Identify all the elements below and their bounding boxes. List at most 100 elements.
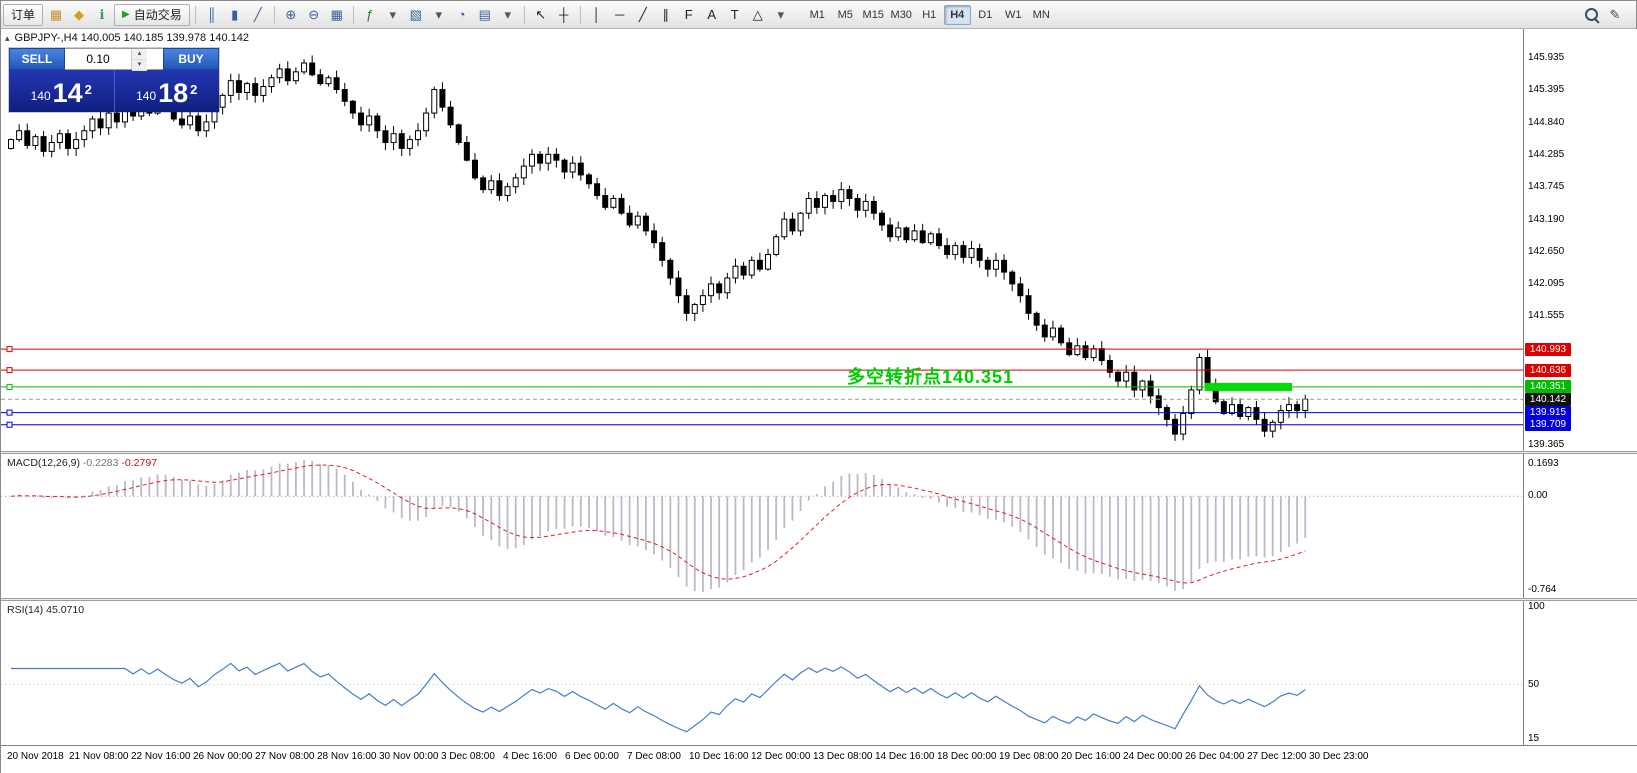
rsi-axis-100: 100 — [1528, 601, 1545, 612]
vertical-line-icon[interactable]: │ — [592, 7, 601, 22]
time-axis-label: 13 Dec 08:00 — [813, 751, 873, 762]
shapes-icon[interactable]: △ — [752, 6, 763, 22]
pane-divider-2[interactable] — [1, 598, 1637, 601]
lot-size-input[interactable] — [65, 49, 131, 69]
play-icon: ▶ — [122, 9, 130, 20]
price-chart-canvas[interactable] — [1, 29, 1523, 451]
sell-button[interactable]: SELL — [9, 48, 65, 70]
axis-price-label: 142.095 — [1528, 278, 1565, 290]
rsi-label: RSI(14) 45.0710 — [7, 604, 85, 616]
chart-area: ▴ GBPJPY-,H4 140.005 140.185 139.978 140… — [1, 29, 1637, 773]
buy-price-prefix: 140 — [136, 89, 157, 103]
sell-price-prefix: 140 — [30, 89, 51, 103]
auto-trading-label: 自动交易 — [133, 8, 182, 22]
time-axis-label: 24 Dec 00:00 — [1123, 751, 1183, 762]
zoom-out-icon[interactable]: ⊖ — [308, 6, 320, 22]
label-icon[interactable]: T — [730, 7, 739, 22]
templates-dropdown-icon[interactable]: ▾ — [504, 6, 511, 22]
new-chart-dropdown-icon[interactable]: ▾ — [435, 6, 442, 22]
fibonacci-icon[interactable]: F — [684, 7, 693, 22]
profile-icon[interactable]: ◆ — [74, 6, 85, 22]
current-price-line-badge: 140.142 — [1525, 392, 1571, 406]
templates-icon[interactable]: ▤ — [478, 6, 491, 22]
time-axis-label: 20 Dec 16:00 — [1061, 751, 1121, 762]
timeframe-m15[interactable]: M15 — [860, 5, 887, 25]
macd-axis-max: 0.1693 — [1528, 458, 1559, 469]
time-axis-label: 26 Nov 00:00 — [193, 751, 253, 762]
lot-spinner: ▴ ▾ — [131, 49, 147, 71]
channel-icon[interactable]: ∥ — [662, 6, 669, 22]
macd-label: MACD(12,26,9) -0.2283 -0.2797 — [7, 457, 158, 469]
text-icon[interactable]: A — [707, 7, 717, 22]
axis-price-label: 143.745 — [1528, 181, 1565, 192]
new-order-button[interactable]: 订单 — [3, 3, 44, 26]
indicators-icon[interactable]: ƒ — [366, 7, 374, 22]
horizontal-line-icon[interactable]: ─ — [615, 7, 625, 22]
rsi-canvas[interactable] — [1, 601, 1523, 745]
bar-chart-icon[interactable]: ║ — [207, 7, 217, 22]
timeframe-w1[interactable]: W1 — [1000, 5, 1027, 25]
time-axis[interactable]: 20 Nov 2018 21 Nov 08:00 22 Nov 16:00 26 No… — [1, 745, 1637, 773]
buy-button[interactable]: BUY — [163, 48, 219, 70]
time-axis-label: 22 Nov 16:00 — [131, 751, 191, 762]
info-icon[interactable]: ℹ — [99, 6, 105, 22]
cycles-icon[interactable]: ◔ — [457, 7, 466, 22]
crosshair-icon[interactable]: ┼ — [559, 7, 569, 22]
pencil-icon[interactable]: ✎ — [1609, 6, 1621, 22]
tile-windows-icon[interactable]: ▦ — [330, 6, 343, 22]
time-axis-label: 28 Nov 16:00 — [317, 751, 377, 762]
timeframe-m1[interactable]: M1 — [804, 5, 831, 25]
collapse-panel-icon[interactable]: ▴ — [5, 32, 10, 43]
lot-decrease-button[interactable]: ▾ — [132, 60, 147, 71]
search-icon[interactable] — [1580, 4, 1602, 26]
resistance-line-1-badge: 140.993 — [1525, 342, 1571, 356]
candlestick-chart-icon[interactable]: ▮ — [231, 6, 239, 22]
shapes-dropdown-icon[interactable]: ▾ — [777, 6, 784, 22]
timeframe-mn[interactable]: MN — [1028, 5, 1055, 25]
time-axis-label: 20 Nov 2018 — [7, 751, 64, 762]
time-axis-label: 6 Dec 00:00 — [565, 751, 619, 762]
lot-size-control: ▴ ▾ — [65, 48, 163, 71]
cursor-icon[interactable]: ↖ — [535, 6, 547, 22]
support-line-1-badge: 139.915 — [1525, 406, 1571, 420]
lot-increase-button[interactable]: ▴ — [132, 49, 147, 60]
main-toolbar: 订单 ▦ ◆ ℹ ▶ 自动交易 ║ ▮ ╱ ⊕ ⊖ ▦ ƒ ▾ ▧ ▾ ◔ ▤ ▾ ↖ ┼ │ ─ ╱ ∥ F A T △ ▾ M1 M5… — [1, 1, 1636, 29]
charts-window-icon[interactable]: ▦ — [49, 6, 63, 22]
new-chart-icon[interactable]: ▧ — [409, 6, 422, 22]
time-axis-label: 19 Dec 08:00 — [999, 751, 1059, 762]
indicators-dropdown-icon[interactable]: ▾ — [389, 6, 396, 22]
toolbar-separator — [352, 5, 354, 24]
time-axis-label: 14 Dec 16:00 — [875, 751, 935, 762]
timeframe-toolbar: M1 M5 M15 M30 H1 H4 D1 W1 MN — [804, 4, 1055, 25]
pane-divider[interactable] — [1, 451, 1637, 454]
timeframe-h1[interactable]: H1 — [916, 5, 943, 25]
axis-price-label: 142.650 — [1528, 245, 1565, 257]
axis-price-label: 144.840 — [1528, 116, 1565, 128]
trendline-icon[interactable]: ╱ — [638, 6, 647, 22]
axis-price-label: 145.935 — [1528, 52, 1565, 63]
macd-canvas[interactable] — [1, 454, 1523, 598]
timeframe-d1[interactable]: D1 — [972, 5, 999, 25]
timeframe-h4[interactable]: H4 — [943, 4, 971, 25]
toolbar-right-group: ✎ — [1580, 4, 1634, 26]
time-axis-label: 10 Dec 16:00 — [689, 751, 749, 762]
price-axis[interactable]: 145.935 145.395 144.840 144.285 143.745 143.1… — [1523, 29, 1637, 745]
axis-price-label: 143.190 — [1528, 213, 1565, 225]
buy-price[interactable]: 140 18 2 — [113, 70, 220, 112]
sell-price[interactable]: 140 14 2 — [9, 70, 114, 112]
timeframe-m5[interactable]: M5 — [832, 5, 859, 25]
axis-price-label: 144.285 — [1528, 149, 1565, 161]
pivot-annotation-text: 多空转折点140.351 — [847, 367, 1015, 387]
line-chart-icon[interactable]: ╱ — [253, 6, 262, 22]
toolbar-separator — [194, 5, 196, 24]
zoom-in-icon[interactable]: ⊕ — [285, 6, 297, 22]
trade-panel-controls: SELL ▴ ▾ BUY — [9, 48, 219, 71]
rsi-axis-15: 15 — [1528, 733, 1540, 744]
time-axis-label: 12 Dec 00:00 — [751, 751, 811, 762]
auto-trading-button[interactable]: ▶ 自动交易 — [114, 3, 190, 26]
toolbar-separator — [523, 5, 525, 24]
toolbar-icon-group: ▦ ◆ ℹ ▶ 自动交易 ║ ▮ ╱ ⊕ ⊖ ▦ ƒ ▾ ▧ ▾ ◔ ▤ ▾ ↖ ┼ │ ─ ╱ ∥ F A T △ ▾ — [45, 3, 792, 26]
sell-price-sup: 2 — [84, 82, 92, 97]
resistance-line-2-badge: 140.636 — [1525, 363, 1571, 377]
timeframe-m30[interactable]: M30 — [888, 5, 915, 25]
